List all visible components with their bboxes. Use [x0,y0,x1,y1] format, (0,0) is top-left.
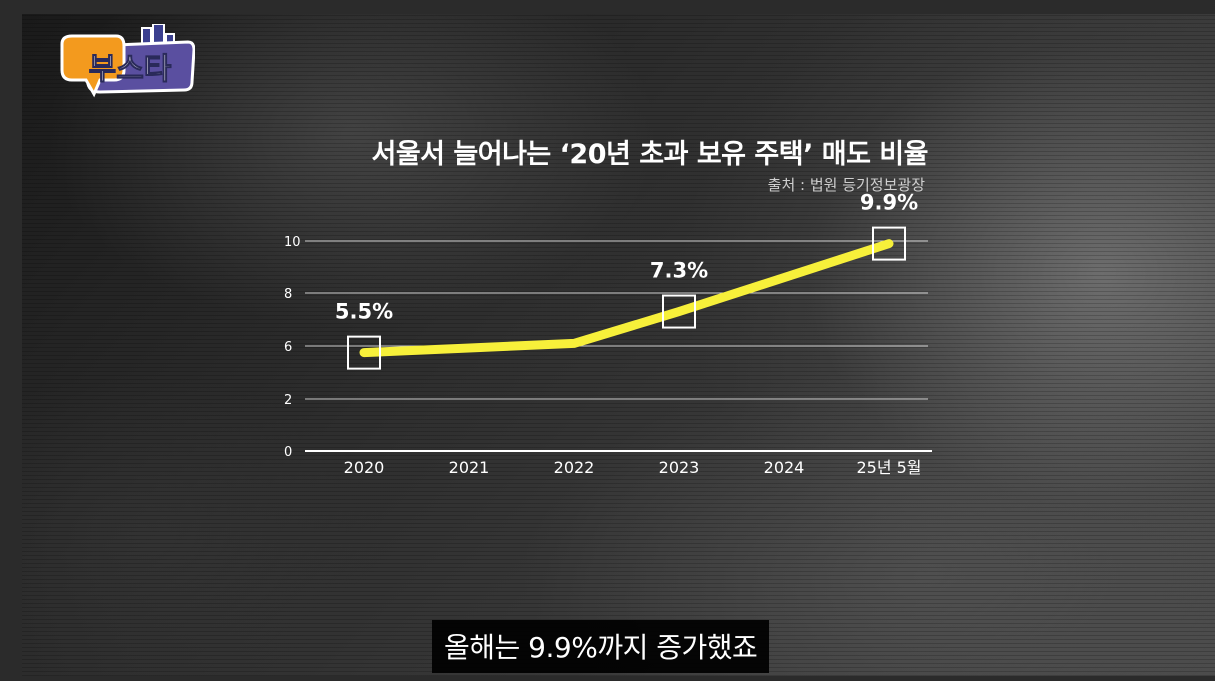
chart-source: 출처 : 법원 등기정보광장 [767,176,925,194]
y-tick-label: 6 [284,340,292,355]
logo-text: 부스타 [89,52,172,87]
data-label: 7.3% [650,259,708,283]
x-tick-label: 2021 [449,458,490,477]
data-point-marker [347,335,381,370]
x-tick-label: 2024 [764,458,805,477]
line-chart: 0 2 6 8 10 2020 2021 2022 2023 2024 25년 5월 5.5% 7.3%… [284,191,932,477]
y-tick-label: 10 [284,235,301,250]
chart-title: 서울서 늘어나는 ‘20년 초과 보유 주택’ 매도 비율 [371,139,928,170]
x-tick-label: 25년 5월 [856,458,921,477]
data-label: 9.9% [860,191,918,215]
y-tick-label: 2 [284,393,292,408]
y-tick-label: 8 [284,287,292,302]
data-point-marker [872,226,906,261]
y-tick-label: 0 [284,445,292,460]
subtitle-caption: 올해는 9.9%까지 증가했죠 [432,620,770,673]
x-tick-label: 2020 [344,458,385,477]
series-line [359,239,894,358]
x-tick-label: 2023 [659,458,700,477]
data-point-marker [662,294,696,329]
x-tick-label: 2022 [554,458,595,477]
data-label: 5.5% [335,300,393,324]
busta-logo: 부스타 [60,24,195,98]
video-frame: 부스타 서울서 늘어나는 ‘20년 초과 보유 주택’ 매도 비율 출처 : 법… [22,14,1215,676]
